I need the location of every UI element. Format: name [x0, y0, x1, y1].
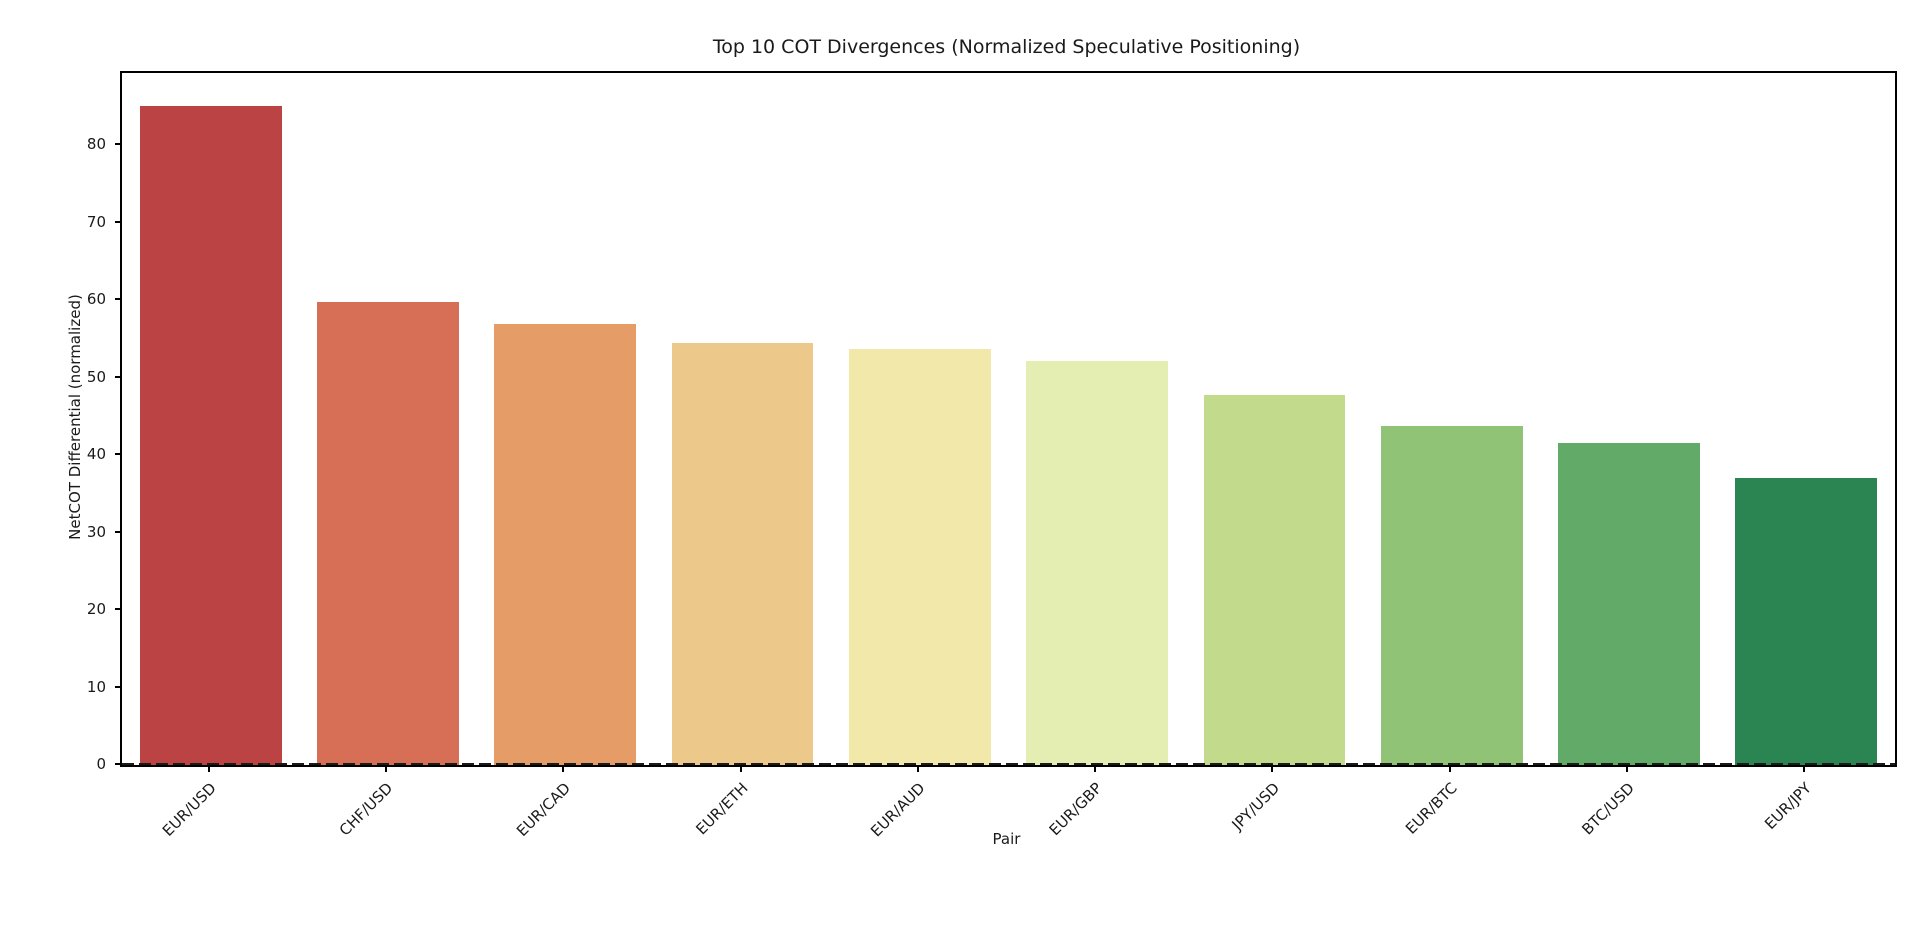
- y-tick-mark: [115, 685, 122, 688]
- y-tick-mark: [115, 763, 122, 765]
- bar-eur-btc: [1380, 426, 1523, 765]
- bar-eur-gbp: [1026, 361, 1169, 765]
- y-tick-label: 60: [86, 290, 106, 309]
- x-tick-mark: [562, 765, 565, 772]
- bar-eur-eth: [671, 342, 814, 765]
- y-tick-mark: [115, 375, 122, 378]
- bar-jpy-usd: [1203, 394, 1346, 765]
- bar-chf-usd: [317, 301, 459, 765]
- x-tick-mark: [916, 765, 919, 772]
- y-tick-label: 50: [86, 367, 106, 386]
- bar-eur-aud: [848, 348, 991, 765]
- y-tick-mark: [115, 608, 122, 611]
- x-tick-mark: [1803, 765, 1806, 772]
- y-tick-mark: [115, 143, 122, 146]
- bars-group: [122, 73, 1895, 765]
- zero-dashed-line: [122, 763, 1895, 765]
- y-tick-mark: [115, 220, 122, 223]
- bar-eur-usd: [139, 106, 282, 765]
- x-tick-label-jpy-usd: JPY/USD: [1228, 779, 1284, 834]
- y-tick-mark: [115, 453, 122, 456]
- bar-eur-jpy: [1735, 477, 1878, 765]
- y-tick-label: 30: [86, 522, 106, 541]
- x-tick-mark: [207, 765, 210, 772]
- y-tick-label: 40: [86, 445, 106, 464]
- y-axis: 0 10 20 30 40 50 60 70 80: [0, 71, 122, 773]
- y-tick-mark: [115, 530, 122, 533]
- x-tick-mark: [739, 765, 742, 772]
- y-tick-label: 70: [86, 212, 106, 231]
- y-tick-label: 20: [86, 600, 106, 619]
- y-tick-label: 80: [86, 135, 106, 154]
- x-tick-mark: [1271, 765, 1274, 772]
- bar-eur-cad: [494, 324, 637, 765]
- x-tick-label-eur-btc: EUR/BTC: [1401, 779, 1461, 838]
- x-tick-mark: [1626, 765, 1629, 772]
- x-axis: EUR/USD CHF/USD EUR/CAD EUR/ETH EUR/AUD EUR/G…: [120, 765, 1893, 885]
- y-tick-label: 10: [86, 677, 106, 696]
- x-tick-label-eur-jpy: EUR/JPY: [1761, 779, 1816, 833]
- x-axis-label: Pair: [992, 830, 1021, 848]
- chart-title: Top 10 COT Divergences (Normalized Specu…: [712, 36, 1301, 58]
- plot-area: [120, 71, 1897, 767]
- y-tick-label: 0: [96, 755, 106, 773]
- bar-btc-usd: [1558, 443, 1700, 765]
- x-tick-mark: [1094, 765, 1097, 772]
- x-tick-mark: [384, 765, 387, 772]
- x-tick-mark: [1448, 765, 1451, 772]
- y-tick-mark: [115, 298, 122, 301]
